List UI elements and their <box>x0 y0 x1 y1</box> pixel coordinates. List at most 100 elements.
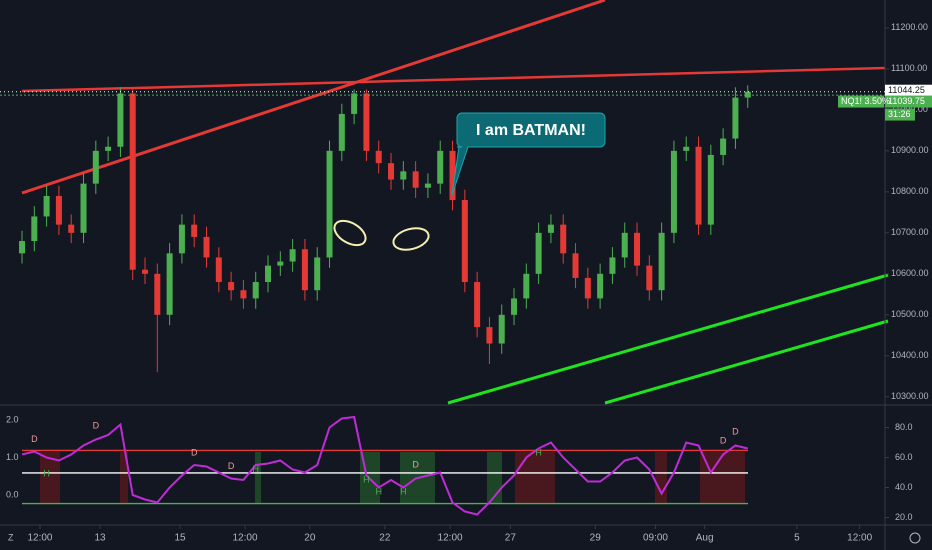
marker: D <box>412 459 419 469</box>
candle-body <box>670 150 677 233</box>
candle-body <box>732 97 739 139</box>
candle-body <box>461 200 468 283</box>
candle-body <box>621 232 628 258</box>
trend-line <box>447 273 889 405</box>
last-price-label: 11044.25 <box>888 85 925 95</box>
marker: H <box>252 464 259 474</box>
marker: D <box>31 434 38 444</box>
x-tick-label: 12:00 <box>27 533 52 544</box>
marker: D <box>93 420 100 430</box>
trend-line <box>21 66 886 93</box>
candle-body <box>191 224 198 237</box>
marker: H <box>43 468 50 478</box>
candle-body <box>68 224 75 233</box>
zone <box>255 452 261 504</box>
candle-body <box>252 282 259 299</box>
y2-tick-label: 1.0 <box>6 452 19 462</box>
zone <box>655 452 667 504</box>
candle-body <box>646 265 653 291</box>
last-price-label-box <box>885 84 932 97</box>
callout <box>451 112 606 196</box>
candle-body <box>695 146 702 225</box>
y-tick-label: 10400.00 <box>891 350 929 360</box>
x-tick-label: 22 <box>379 533 391 544</box>
candle-body <box>265 265 272 283</box>
candle-body <box>314 257 321 291</box>
candle-body <box>609 257 616 274</box>
indicator-zones <box>40 452 745 504</box>
y-tick-label: 11100.00 <box>891 63 927 73</box>
candle-body <box>523 273 530 299</box>
annotation: I am BATMAN! <box>476 122 586 139</box>
z-icon[interactable]: Z <box>8 532 14 542</box>
candle-body <box>572 253 579 278</box>
candle-body <box>449 150 456 201</box>
candle-body <box>683 146 690 151</box>
candle-body <box>55 195 62 225</box>
x-tick-label: 09:00 <box>643 533 668 544</box>
candle-body <box>388 163 395 180</box>
candle-body <box>240 290 247 299</box>
candle-body <box>19 241 26 254</box>
marker: H <box>400 486 407 496</box>
zone <box>120 452 128 504</box>
marker: H <box>535 447 542 457</box>
candle-body <box>154 273 161 315</box>
candle-body <box>560 224 567 254</box>
countdown-label-box <box>885 108 915 121</box>
zone <box>515 452 555 504</box>
y2-tick-label: 0.0 <box>6 489 19 499</box>
candle-body <box>80 183 87 233</box>
x-tick-label: 12:00 <box>847 533 872 544</box>
marker: D <box>732 426 739 436</box>
candle-body <box>326 150 333 258</box>
candle-body <box>597 273 604 299</box>
candle-body <box>129 93 136 270</box>
candle-body <box>166 253 173 315</box>
y-tick-label: 10700.00 <box>891 227 929 237</box>
candle-body <box>744 91 751 98</box>
candle-body <box>178 224 185 254</box>
y-tick-label: 10300.00 <box>891 391 929 401</box>
candle-body <box>43 195 50 217</box>
ellipse <box>333 219 367 247</box>
x-tick-label: 13 <box>94 533 106 544</box>
trend-line <box>21 0 606 195</box>
indicator-line <box>21 415 748 516</box>
settings-icon[interactable] <box>909 532 921 544</box>
candle-body <box>634 232 641 266</box>
second-price-label: 11039.75 <box>888 96 925 106</box>
candle-body <box>338 113 345 151</box>
x-tick-label: 27 <box>505 533 517 544</box>
candle-body <box>535 232 542 274</box>
second-price-label-box <box>885 95 932 108</box>
candle-body <box>289 249 296 262</box>
marker: D <box>228 461 235 471</box>
y-tick-label: 60.0 <box>895 452 913 462</box>
candle-body <box>228 282 235 291</box>
candle-body <box>92 150 99 184</box>
candle-body <box>707 154 714 225</box>
candle-body <box>117 93 124 147</box>
candle-body <box>437 150 444 184</box>
candle-body <box>375 150 382 164</box>
candle-body <box>277 261 284 266</box>
y-tick-label: 11200.00 <box>891 22 928 32</box>
marker: D <box>191 447 198 457</box>
price-panel <box>19 0 889 405</box>
candle-body <box>547 224 554 233</box>
candle-body <box>412 171 419 188</box>
zone <box>40 452 60 504</box>
x-tick-label: 29 <box>590 533 602 544</box>
marker: H <box>375 486 382 496</box>
countdown-label: 31:26 <box>888 109 911 119</box>
symbol-label-box <box>838 95 884 108</box>
marker: D <box>720 435 727 445</box>
candle-body <box>215 257 222 283</box>
candle-body <box>351 93 358 114</box>
y-tick-label: 10600.00 <box>891 268 929 278</box>
x-tick-label: 12:00 <box>233 533 258 544</box>
candle-body <box>658 232 665 291</box>
candle-body <box>400 171 407 180</box>
